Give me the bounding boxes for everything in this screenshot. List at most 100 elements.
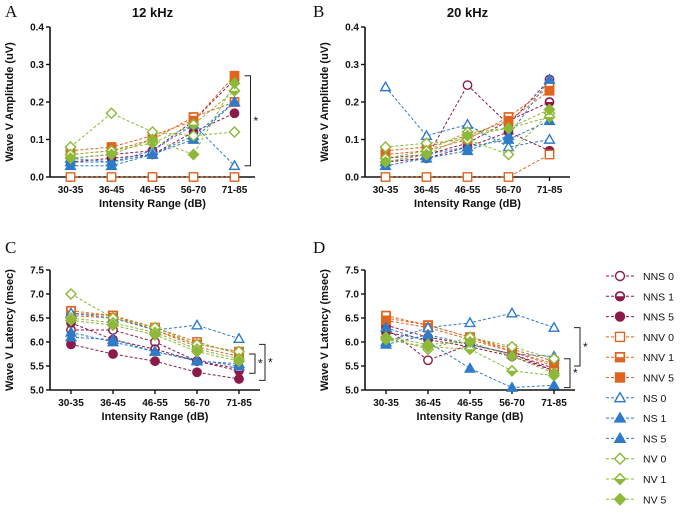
y-tick-label: 0.3 — [345, 60, 359, 71]
data-point-ns-0 — [232, 332, 246, 343]
legend-label: NNV 0 — [643, 332, 674, 344]
data-point-nnv-0 — [229, 172, 240, 182]
legend-marker — [614, 372, 626, 383]
legend-label: NNV 1 — [643, 352, 674, 364]
data-point-nv-5 — [232, 355, 246, 368]
data-point-ns-1 — [463, 362, 477, 373]
panel-a: A 12 kHz 0.0 0.1 0.2 0.3 0.4 30-35 36-45 46-55 56-… — [4, 2, 259, 210]
y-tick-label: 0.0 — [30, 173, 44, 184]
data-point-ns-0 — [190, 318, 204, 330]
legend-item-nns-5: NNS 5 — [606, 311, 674, 324]
legend-marker-half — [616, 292, 624, 297]
legend-item-ns-1: NS 1 — [606, 411, 667, 425]
legend-label: NV 1 — [643, 474, 667, 486]
data-point-nnv-0 — [65, 172, 76, 182]
x-tick-label: 71-85 — [537, 185, 563, 196]
legend-marker — [613, 411, 627, 423]
y-tick-label: 7.5 — [30, 266, 44, 277]
data-point-nv-5 — [461, 129, 474, 142]
data-point-nv-5 — [64, 314, 78, 327]
panel-c: C 5.0 5.5 6.0 6.5 7.0 7.5 30-35 36-45 46-55 56-70 7… — [4, 238, 273, 423]
data-point-ns-5 — [543, 73, 556, 84]
data-point-nns-1-half — [546, 98, 553, 102]
data-point-nv-5 — [379, 331, 393, 344]
legend-label: NS 1 — [643, 413, 667, 425]
x-tick-label: 36-45 — [100, 398, 126, 409]
data-point-nns-0 — [462, 80, 473, 91]
data-point-nv-5 — [105, 148, 118, 161]
data-point-nnv-1-half — [190, 113, 197, 117]
data-point-ns-0 — [505, 306, 519, 318]
data-point-nv-0 — [379, 140, 392, 154]
data-point-nv-5 — [64, 152, 77, 165]
data-point-nnv-0 — [188, 172, 199, 182]
y-tick-label: 6.5 — [30, 314, 44, 325]
y-tick-label: 0.0 — [345, 173, 359, 184]
panel-d: D 5.0 5.5 6.0 6.5 7.0 7.5 30-35 36-45 46-55 56-70 7… — [313, 238, 588, 423]
legend-marker — [613, 492, 627, 506]
data-point-nv-5 — [106, 319, 120, 332]
data-point-nnv-0 — [462, 172, 473, 182]
y-tick-label: 5.0 — [345, 386, 359, 397]
series-line — [385, 90, 550, 152]
legend-marker — [614, 331, 626, 343]
data-point-nv-5 — [228, 77, 241, 90]
legend-marker-half — [616, 353, 624, 358]
legend-item-nnv-1: NNV 1 — [606, 352, 674, 364]
data-point-ns-5 — [146, 148, 159, 159]
data-point-ns-0 — [463, 316, 477, 328]
x-axis-label: Intensity Range (dB) — [417, 411, 524, 423]
data-point-ns-5 — [502, 129, 515, 141]
data-point-nv-5 — [146, 133, 159, 146]
significance-bracket — [244, 75, 251, 167]
x-axis-label: Intensity Range (dB) — [99, 198, 206, 210]
data-point-nnv-0 — [147, 172, 158, 182]
data-point-nv-5 — [505, 350, 519, 363]
data-point-nv-0 — [105, 107, 118, 120]
series-nv-5 — [64, 314, 246, 368]
x-tick-label: 56-70 — [181, 185, 207, 196]
data-point-nnv-0 — [106, 172, 117, 182]
data-point-nns-0 — [423, 355, 433, 366]
series-line — [385, 101, 550, 159]
data-point-nv-1-half — [508, 366, 516, 371]
x-tick-label: 56-70 — [184, 398, 210, 409]
data-point-nv-0 — [547, 352, 561, 365]
legend-label: NNS 5 — [643, 312, 674, 324]
x-tick-label: 46-55 — [142, 398, 168, 409]
x-tick-label: 56-70 — [499, 398, 525, 409]
data-point-nns-5 — [108, 349, 118, 359]
data-point-ns-5 — [228, 95, 241, 107]
y-axis-label: Wave V Latency (msec) — [4, 269, 16, 391]
data-point-nns-5 — [229, 108, 240, 119]
series-nns-5 — [66, 339, 244, 384]
legend-marker — [613, 391, 627, 403]
x-tick-label: 30-35 — [373, 185, 399, 196]
data-point-nv-0 — [228, 125, 241, 139]
data-point-ns-1 — [547, 378, 561, 390]
y-tick-label: 7.0 — [30, 290, 44, 301]
data-point-ns-5 — [105, 159, 118, 171]
data-point-nv-5 — [148, 328, 162, 341]
significance-bracket — [564, 358, 571, 389]
legend-label: NS 0 — [643, 393, 667, 405]
legend-item-ns-0: NS 0 — [606, 391, 667, 405]
series-nv-5 — [379, 103, 556, 169]
y-tick-label: 0.3 — [30, 60, 44, 71]
legend-item-nnv-0: NNV 0 — [606, 331, 674, 344]
y-tick-label: 0.1 — [30, 135, 44, 146]
data-point-nv-5 — [190, 345, 204, 358]
y-tick-label: 7.0 — [345, 290, 359, 301]
data-point-ns-5 — [106, 333, 120, 344]
data-point-nv-5 — [379, 155, 392, 169]
data-point-ns-5 — [64, 330, 78, 342]
significance-star: * — [573, 366, 578, 380]
data-point-nnv-0 — [503, 172, 514, 182]
significance-bracket — [249, 353, 256, 374]
data-point-nnv-0 — [544, 149, 555, 160]
data-point-nv-5 — [187, 148, 200, 161]
data-point-ns-5 — [148, 345, 162, 356]
legend-marker — [613, 452, 627, 466]
legend: NNS 0 NNS 1 NNS 5 NNV 0 NNV 1 NNV 5 NS 0 NS 1 NS… — [606, 270, 674, 506]
